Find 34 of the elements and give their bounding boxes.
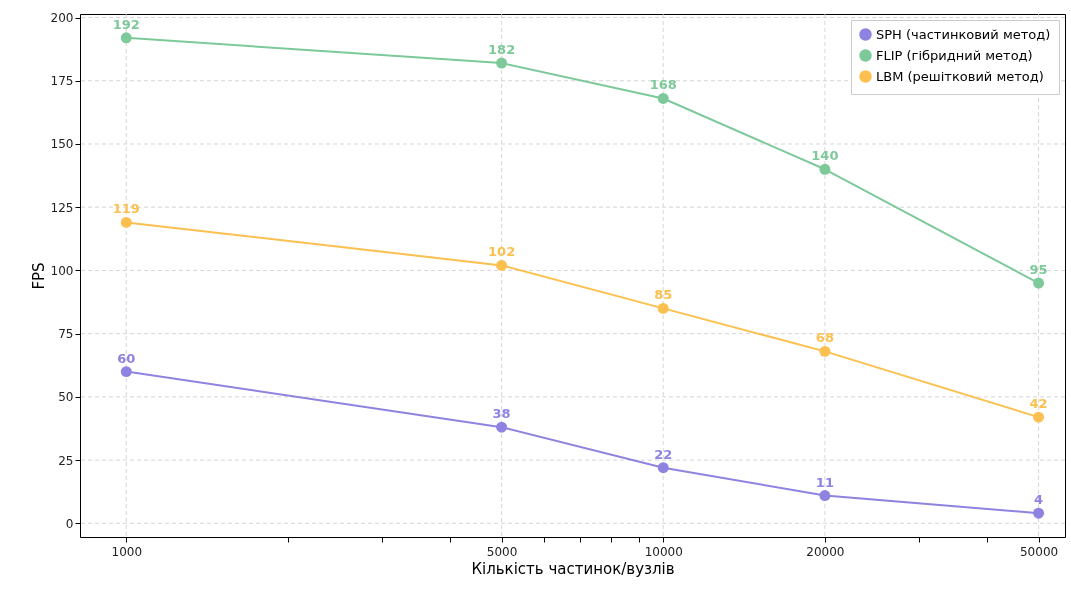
data-label: 85 [654, 287, 673, 303]
data-label: 182 [488, 42, 516, 58]
y-tick-label: 100 [50, 263, 74, 278]
y-tick-label: 0 [65, 516, 74, 531]
data-label: 42 [1029, 396, 1048, 412]
y-tick-label: 150 [50, 137, 74, 152]
data-label: 60 [117, 350, 136, 366]
data-label: 119 [112, 201, 140, 217]
x-axis-title: Кількість частинок/вузлів [471, 559, 675, 578]
legend-label: LBM (решітковий метод) [876, 68, 1044, 84]
data-label: 22 [654, 446, 673, 462]
legend-label: SPH (частинковий метод) [876, 26, 1051, 42]
x-tick-label: 1000 [111, 544, 143, 559]
data-label: 140 [811, 148, 839, 164]
data-label: 68 [815, 330, 834, 346]
y-tick-label: 200 [50, 11, 74, 26]
x-tick-label: 10000 [644, 544, 683, 559]
data-label: 4 [1034, 492, 1044, 508]
data-label: 11 [815, 474, 834, 490]
y-tick-label: 75 [58, 327, 74, 342]
x-tick-label: 20000 [806, 544, 845, 559]
legend-label: FLIP (гібридний метод) [876, 47, 1033, 63]
data-label: 192 [112, 16, 140, 32]
x-tick-label: 50000 [1019, 544, 1059, 559]
y-axis-title: FPS [29, 262, 48, 290]
y-tick-label: 175 [50, 74, 74, 89]
y-tick-label: 50 [58, 390, 74, 405]
y-tick-label: 25 [58, 453, 74, 468]
x-tick-label: 5000 [486, 544, 518, 559]
data-label: 168 [649, 77, 677, 93]
data-label: 102 [488, 244, 516, 260]
data-label: 38 [492, 406, 511, 422]
data-label: 95 [1029, 262, 1048, 278]
y-tick-label: 125 [50, 200, 74, 215]
